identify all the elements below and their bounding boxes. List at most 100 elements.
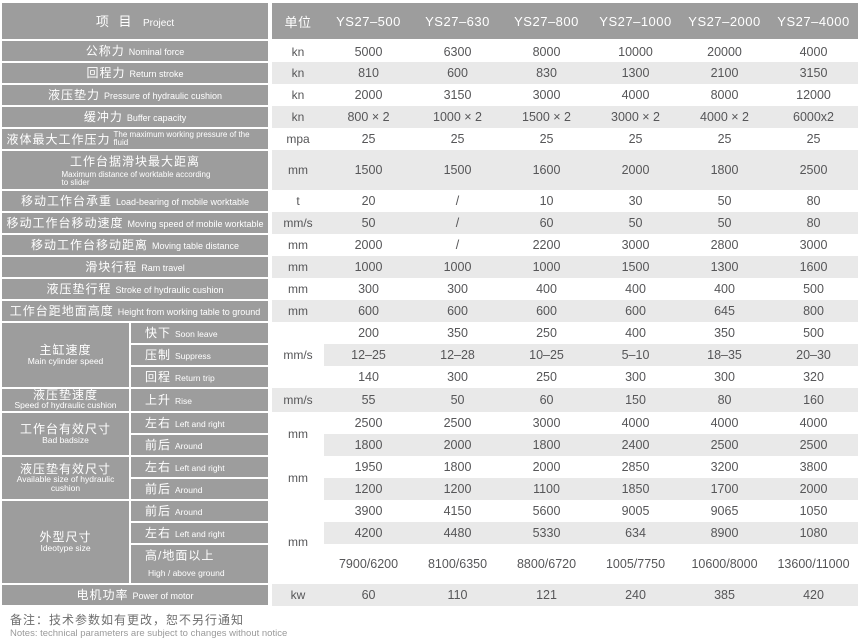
table-row: 液压垫有效尺寸 Available size of hydraulic cushi… — [2, 456, 859, 501]
project-header-en: Project — [142, 18, 175, 29]
value-cell: 250 — [502, 366, 592, 388]
value-cell: 5330 — [502, 522, 592, 544]
value-cell: 3150 — [769, 62, 859, 84]
value-cell: 1850 — [591, 478, 681, 500]
table-row: 公称力 Nominal force kn 5000 6300 8000 10000 200… — [2, 40, 859, 63]
value-cell: 300 — [413, 278, 503, 300]
table-row: 压制 Suppress 12–25 12–28 10–25 5–10 18–35 20–30 — [2, 344, 859, 367]
value-cell: 25 — [680, 128, 770, 150]
row-label: 工作台距地面高度 Height from working table to gro… — [2, 300, 273, 323]
value-cell: 8000 — [680, 84, 770, 106]
spec-table: 项 目 Project 单位 YS27–500 YS27–630 YS27–80… — [2, 3, 859, 607]
value-cell: 4150 — [413, 500, 503, 522]
value-cell: 2500 — [680, 434, 770, 456]
value-cell: 10600/8000 — [680, 544, 770, 584]
unit-cell: mm — [270, 150, 325, 190]
value-cell: 1200 — [413, 478, 503, 500]
value-cell: 5–10 — [591, 344, 681, 366]
value-cell: 420 — [769, 584, 859, 606]
value-cell: / — [413, 212, 503, 234]
table-row: 回程 Return trip 140 300 250 300 300 320 — [2, 366, 859, 389]
value-cell: 2000 — [324, 84, 414, 106]
value-cell: 3000 — [591, 234, 681, 256]
value-cell: 400 — [680, 278, 770, 300]
value-cell: 810 — [324, 62, 414, 84]
value-cell: 1500 × 2 — [502, 106, 592, 128]
value-cell: 300 — [324, 278, 414, 300]
unit-cell: mm/s — [270, 388, 325, 412]
table-row: 工作台距地面高度 Height from working table to gro… — [2, 300, 859, 323]
value-cell: 200 — [324, 322, 414, 344]
unit-cell: mm/s — [270, 212, 325, 234]
value-cell: 600 — [502, 300, 592, 322]
table-row: 电机功率 Power of motor kw 60 110 121 240 385 420 — [2, 584, 859, 607]
value-cell: 1800 — [502, 434, 592, 456]
value-cell: 1500 — [413, 150, 503, 190]
table-row: 缓冲力 Buffer capacity kn 800 × 2 1000 × 2 150… — [2, 106, 859, 129]
value-cell: 20–30 — [769, 344, 859, 366]
value-cell: 4000 — [769, 412, 859, 434]
value-cell: 3200 — [680, 456, 770, 478]
sub-label: 前后 Around — [130, 478, 273, 501]
value-cell: 500 — [769, 278, 859, 300]
value-cell: 800 × 2 — [324, 106, 414, 128]
table-row: 左右 Left and right 4200 4480 5330 634 8900 1080 — [2, 522, 859, 545]
value-cell: 1800 — [413, 456, 503, 478]
table-row: 液压垫力 Pressure of hydraulic cushion kn 200… — [2, 84, 859, 107]
table-row: 外型尺寸 Ideotype size 前后 Around mm 3900 4150 56… — [2, 500, 859, 585]
value-cell: 250 — [502, 322, 592, 344]
table-row: 移动工作台移动距离 Moving table distance mm 2000/2… — [2, 234, 859, 257]
row-label: 电机功率 Power of motor — [2, 584, 273, 607]
value-cell: 240 — [591, 584, 681, 606]
value-cell: 1800 — [680, 150, 770, 190]
project-header: 项 目 Project — [2, 3, 273, 41]
value-cell: 2000 — [502, 456, 592, 478]
model-header: YS27–4000 — [769, 3, 859, 41]
value-cell: 7900/6200 — [324, 544, 414, 584]
sub-label: 上升 Rise — [130, 388, 273, 413]
table-row: 移动工作台移动速度 Moving speed of mobile worktabl… — [2, 212, 859, 235]
row-label: 滑块行程 Ram travel — [2, 256, 273, 279]
value-cell: 121 — [502, 584, 592, 606]
value-cell: 1000 — [413, 256, 503, 278]
value-cell: 25 — [502, 128, 592, 150]
value-cell: 320 — [769, 366, 859, 388]
value-cell: 3000 × 2 — [591, 106, 681, 128]
model-header: YS27–630 — [413, 3, 503, 41]
unit-cell: kn — [270, 62, 325, 84]
unit-cell: mm — [270, 300, 325, 322]
unit-cell: mm — [270, 256, 325, 278]
value-cell: 2100 — [680, 62, 770, 84]
sub-label: 前后 Around — [130, 500, 273, 523]
table-row: 主缸速度 Main cylinder speed 快下 Soon leave mm/… — [2, 322, 859, 389]
value-cell: 50 — [413, 388, 503, 412]
row-label: 公称力 Nominal force — [2, 40, 273, 63]
value-cell: 55 — [324, 388, 414, 412]
row-label: 回程力 Return stroke — [2, 62, 273, 85]
value-cell: 385 — [680, 584, 770, 606]
value-cell: / — [413, 190, 503, 212]
sub-label: 高/地面以上High / above ground — [130, 544, 273, 585]
value-cell: 400 — [591, 278, 681, 300]
value-cell: 1700 — [680, 478, 770, 500]
unit-header: 单位 — [270, 3, 325, 41]
unit-cell: mpa — [270, 128, 325, 150]
group-label-main-cylinder-speed: 主缸速度 Main cylinder speed — [2, 322, 131, 389]
value-cell: 60 — [502, 212, 592, 234]
value-cell: 5000 — [324, 40, 414, 62]
unit-cell: mm — [270, 278, 325, 300]
table-row: 高/地面以上High / above ground 7900/6200 8100/… — [2, 544, 859, 585]
footnotes: 备注：技术参数如有更改，恕不另行通知 Notes: technical para… — [2, 607, 858, 640]
row-label: 工作台据滑块最大距离Maximum distance of worktable … — [2, 150, 273, 191]
value-cell: 10–25 — [502, 344, 592, 366]
table-row: 液体最大工作压力 The maximum working pressure of … — [2, 128, 859, 151]
value-cell: 1080 — [769, 522, 859, 544]
value-cell: 8900 — [680, 522, 770, 544]
row-label: 移动工作台移动距离 Moving table distance — [2, 234, 273, 257]
value-cell: 60 — [324, 584, 414, 606]
value-cell: 50 — [680, 190, 770, 212]
value-cell: 1500 — [591, 256, 681, 278]
value-cell: 9065 — [680, 500, 770, 522]
value-cell: 350 — [680, 322, 770, 344]
